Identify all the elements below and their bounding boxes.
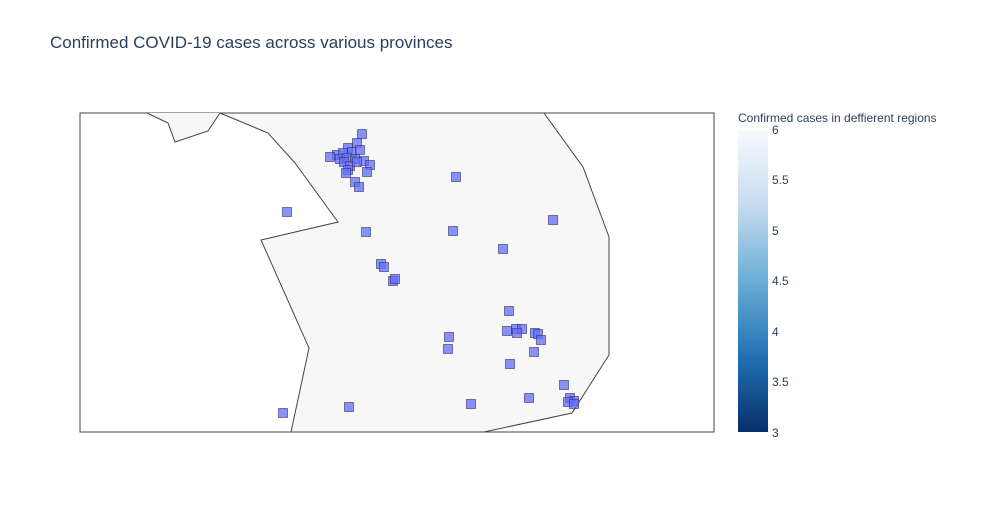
case-marker[interactable] bbox=[448, 226, 458, 236]
case-marker[interactable] bbox=[524, 393, 534, 403]
case-marker[interactable] bbox=[505, 359, 515, 369]
case-marker[interactable] bbox=[361, 227, 371, 237]
case-marker[interactable] bbox=[559, 380, 569, 390]
case-marker[interactable] bbox=[344, 402, 354, 412]
case-marker[interactable] bbox=[548, 215, 558, 225]
colorbar-gradient bbox=[738, 130, 768, 432]
colorbar-tick: 5 bbox=[772, 224, 779, 238]
case-marker[interactable] bbox=[357, 129, 367, 139]
map-title: Confirmed COVID-19 cases across various … bbox=[50, 33, 453, 52]
case-marker[interactable] bbox=[512, 328, 522, 338]
case-marker[interactable] bbox=[325, 152, 335, 162]
colorbar-tick: 3 bbox=[772, 426, 779, 440]
country-shape bbox=[146, 112, 610, 433]
case-marker[interactable] bbox=[278, 408, 288, 418]
case-marker[interactable] bbox=[379, 262, 389, 272]
case-marker[interactable] bbox=[529, 347, 539, 357]
colorbar-tick: 3.5 bbox=[772, 375, 789, 389]
case-marker[interactable] bbox=[362, 167, 372, 177]
case-marker[interactable] bbox=[504, 306, 514, 316]
case-marker[interactable] bbox=[443, 344, 453, 354]
case-marker[interactable] bbox=[355, 145, 365, 155]
case-marker[interactable] bbox=[569, 399, 579, 409]
colorbar-tick: 5.5 bbox=[772, 173, 789, 187]
case-marker[interactable] bbox=[341, 168, 351, 178]
case-marker[interactable] bbox=[390, 274, 400, 284]
case-marker[interactable] bbox=[352, 157, 362, 167]
colorbar-tick: 4 bbox=[772, 325, 779, 339]
colorbar-tick: 4.5 bbox=[772, 274, 789, 288]
case-markers bbox=[278, 129, 579, 418]
case-marker[interactable] bbox=[354, 182, 364, 192]
case-marker[interactable] bbox=[498, 244, 508, 254]
colorbar-title: Confirmed cases in deffierent regions bbox=[738, 111, 937, 125]
case-marker[interactable] bbox=[536, 335, 546, 345]
colorbar-tick: 6 bbox=[772, 123, 779, 137]
case-marker[interactable] bbox=[282, 207, 292, 217]
case-marker[interactable] bbox=[466, 399, 476, 409]
case-marker[interactable] bbox=[444, 332, 454, 342]
case-marker[interactable] bbox=[451, 172, 461, 182]
